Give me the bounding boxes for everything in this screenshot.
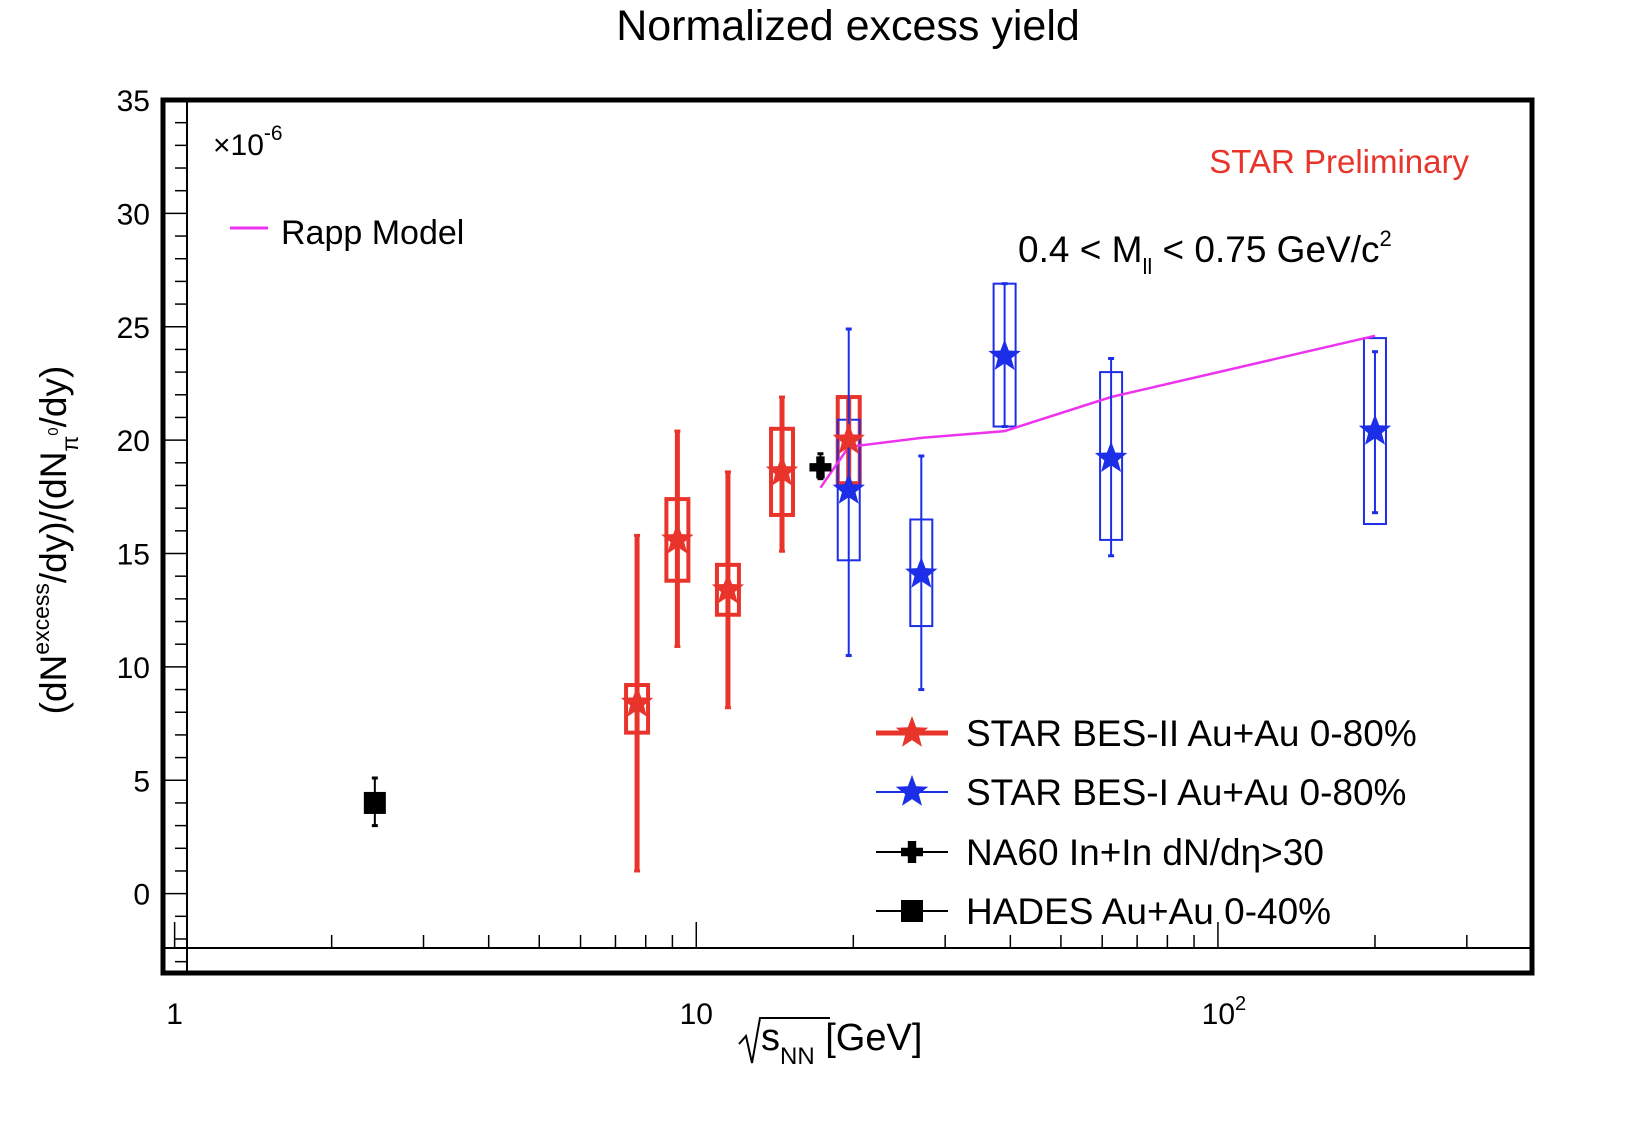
data-point (1358, 414, 1392, 445)
legend-entry-hades-marker (901, 900, 923, 922)
data-point (809, 456, 832, 479)
y-tick-label: 35 (117, 85, 150, 118)
legend-entry-star-bes-ii-marker (895, 716, 929, 747)
x-tick-label: 102 (1202, 993, 1247, 1031)
y-tick-label: 15 (117, 539, 150, 572)
sqrt-sign (738, 1017, 830, 1064)
data-point (620, 686, 654, 717)
y-tick-label: 20 (117, 425, 150, 458)
legend-entry-star-bes-i-marker (895, 775, 929, 806)
plot-frame (160, 97, 1535, 976)
frame-layer (160, 97, 1535, 976)
y-tick-label: 25 (117, 312, 150, 345)
data-point (363, 791, 386, 814)
rapp-model-line (819, 334, 1376, 489)
chart-title: Normalized excess yield (616, 2, 1080, 50)
data-point (765, 454, 799, 486)
data-point (905, 556, 938, 588)
model-layer (819, 334, 1376, 489)
star-preliminary-label: STAR Preliminary (1209, 143, 1469, 180)
x-tick-label: 10 (680, 998, 713, 1031)
systematic-box (1362, 337, 1387, 526)
y-axis-label: (dNexcess/dy)/(dNπ0/dy) (28, 366, 83, 715)
mass-range-label: 0.4 < Mll < 0.75 GeV/c2 (1018, 226, 1392, 279)
data-point (661, 522, 694, 554)
legend: STAR BES-II Au+Au 0-80% STAR BES-I Au+Au … (876, 713, 1417, 932)
legend-entry-na60-marker (901, 841, 923, 863)
data-point (832, 423, 865, 454)
legend-entry-star-bes-ii-label: STAR BES-II Au+Au 0-80% (966, 713, 1417, 754)
y-tick-label: 5 (133, 765, 150, 798)
legend-entry-hades-label: HADES Au+Au 0-40% (966, 891, 1331, 932)
data-point (988, 339, 1021, 370)
legend-entry-star-bes-i-label: STAR BES-I Au+Au 0-80% (966, 772, 1406, 813)
y-tick-label: 30 (117, 198, 150, 231)
data-point (832, 473, 865, 504)
text-layer: Normalized excess yield ×10-6 STAR Prelimi… (28, 2, 1469, 1070)
markers-layer (363, 339, 1392, 814)
y-tick-label: 10 (117, 652, 150, 685)
y-multiplier: ×10-6 (213, 122, 283, 162)
rapp-model-legend-label: Rapp Model (281, 214, 464, 252)
data-point (1094, 441, 1128, 472)
x-axis-label: sNN [GeV] (761, 1017, 922, 1070)
data-point (711, 572, 745, 604)
y-tick-label: 0 (133, 879, 150, 912)
legend-entry-na60-label: NA60 In+In dN/dη>30 (966, 832, 1324, 873)
axes-layer: 0 5 10 15 20 25 30 35 1 10 102 (117, 85, 1533, 1031)
x-tick-label: 1 (166, 998, 183, 1031)
